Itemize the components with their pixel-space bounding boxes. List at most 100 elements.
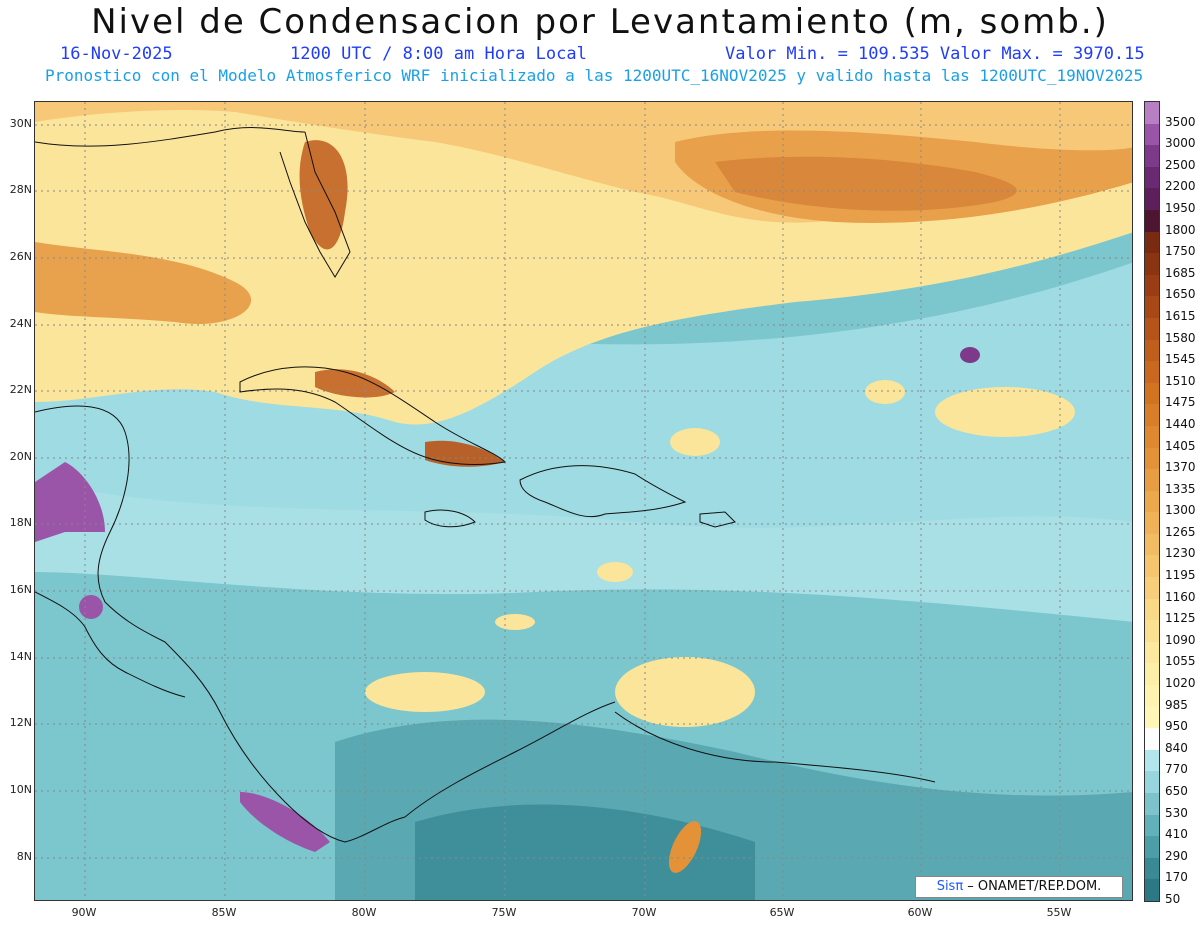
colorbar-segment [1145,749,1159,772]
colorbar-label: 650 [1165,784,1188,799]
colorbar-segment [1145,166,1159,189]
time-label: 1200 UTC / 8:00 am Hora Local [290,44,587,64]
colorbar-segment [1145,771,1159,794]
minmax-label: Valor Min. = 109.535 Valor Max. = 3970.1… [725,44,1145,64]
colorbar-label: 1020 [1165,676,1196,691]
colorbar-label: 1650 [1165,287,1196,302]
colorbar-segment [1145,793,1159,816]
colorbar-segment [1145,836,1159,859]
colorbar-label: 410 [1165,827,1188,842]
yellow-patch-5 [670,428,720,456]
cuba-east-orange [425,440,505,467]
colorbar-segment [1145,814,1159,837]
colorbar-label: 1545 [1165,352,1196,367]
yellow-patch-6 [865,380,905,404]
brand-box: Sisπ – ONAMET/REP.DOM. [915,876,1123,898]
colorbar-segment [1145,620,1159,643]
colorbar-segment [1145,490,1159,513]
colorbar-segment [1145,404,1159,427]
lat-label: 26N [9,250,32,263]
colorbar-label: 3500 [1165,114,1196,129]
guatemala-purple [79,595,103,619]
lon-label: 80W [351,906,377,919]
colorbar-segment [1145,339,1159,362]
coastlines [35,127,936,843]
colorbar-segment [1145,555,1159,578]
colorbar-segment [1145,512,1159,535]
colorbar-segment [1145,857,1159,880]
lon-label: 55W [1046,906,1072,919]
lat-label: 12N [9,716,32,729]
west-orange-patch [35,242,252,324]
colorbar-label: 1055 [1165,654,1196,669]
colorbar-segment [1145,188,1159,211]
colorbar-segment [1145,361,1159,384]
colorbar-label: 1440 [1165,416,1196,431]
colorbar-label: 1335 [1165,481,1196,496]
colorbar-label: 290 [1165,848,1188,863]
lat-label: 24N [9,317,32,330]
colorbar-label: 1160 [1165,589,1196,604]
colorbar-segment [1145,728,1159,751]
lat-label: 28N [9,183,32,196]
lon-label: 90W [71,906,97,919]
colorbar-label: 50 [1165,892,1181,906]
colorbar-segment [1145,296,1159,319]
light-cyan-band-2 [35,482,1132,622]
colorbar-label: 770 [1165,762,1188,777]
colorbar-label: 2200 [1165,179,1196,194]
yellow-patch-7 [935,387,1075,437]
lat-label: 18N [9,516,32,529]
lon-label: 70W [631,906,657,919]
colorbar-label: 950 [1165,719,1188,734]
yucatan-purple [35,462,105,542]
lat-label: 16N [9,583,32,596]
colorbar-segment [1145,577,1159,600]
lat-label: 22N [9,383,32,396]
colorbar-label: 1950 [1165,200,1196,215]
colorbar-label: 1090 [1165,632,1196,647]
lcl-map [34,101,1133,901]
lat-label: 14N [9,650,32,663]
colorbar-segment [1145,598,1159,621]
colorbar-segment [1145,382,1159,405]
colorbar-segment [1145,209,1159,233]
colorbar-segment [1145,447,1159,470]
colorbar-segment [1145,685,1159,708]
lat-label: 30N [9,117,32,130]
colorbar-segment [1145,879,1159,902]
colorbar-label: 1300 [1165,503,1196,518]
colorbar-label: 1475 [1165,395,1196,410]
colorbar-segment [1145,533,1159,556]
colorbar-label: 1405 [1165,438,1196,453]
yellow-patch-1 [365,672,485,712]
date-label: 16-Nov-2025 [60,44,173,64]
lon-label: 85W [211,906,237,919]
colorbar-label: 3000 [1165,136,1196,151]
lat-label: 8N [16,850,32,863]
darker-teal-south [415,804,755,900]
yellow-patch-4 [597,562,633,582]
cuba-west-orange [315,369,395,398]
colorbar-label: 1370 [1165,460,1196,475]
colorbar-segment [1145,641,1159,664]
colorbar-segment [1145,102,1159,125]
atlantic-purple [960,347,980,363]
colorbar-segment [1145,123,1159,146]
colorbar-label: 1265 [1165,524,1196,539]
colorbar-segment [1145,469,1159,492]
colorbar-label: 170 [1165,870,1188,885]
colorbar-label: 1230 [1165,546,1196,561]
colorbar-label: 1615 [1165,308,1196,323]
colorbar-label: 530 [1165,805,1188,820]
colorbar-label: 1800 [1165,222,1196,237]
costa-rica-purple [240,792,330,852]
dry-belt-dark-orange [715,156,1017,211]
colorbar-segment [1145,663,1159,686]
sispi-logo: Sisπ [936,879,964,894]
colorbar [1144,101,1160,902]
colorbar-label: 2500 [1165,157,1196,172]
lat-label: 20N [9,450,32,463]
lon-label: 75W [491,906,517,919]
colorbar-label: 985 [1165,697,1188,712]
